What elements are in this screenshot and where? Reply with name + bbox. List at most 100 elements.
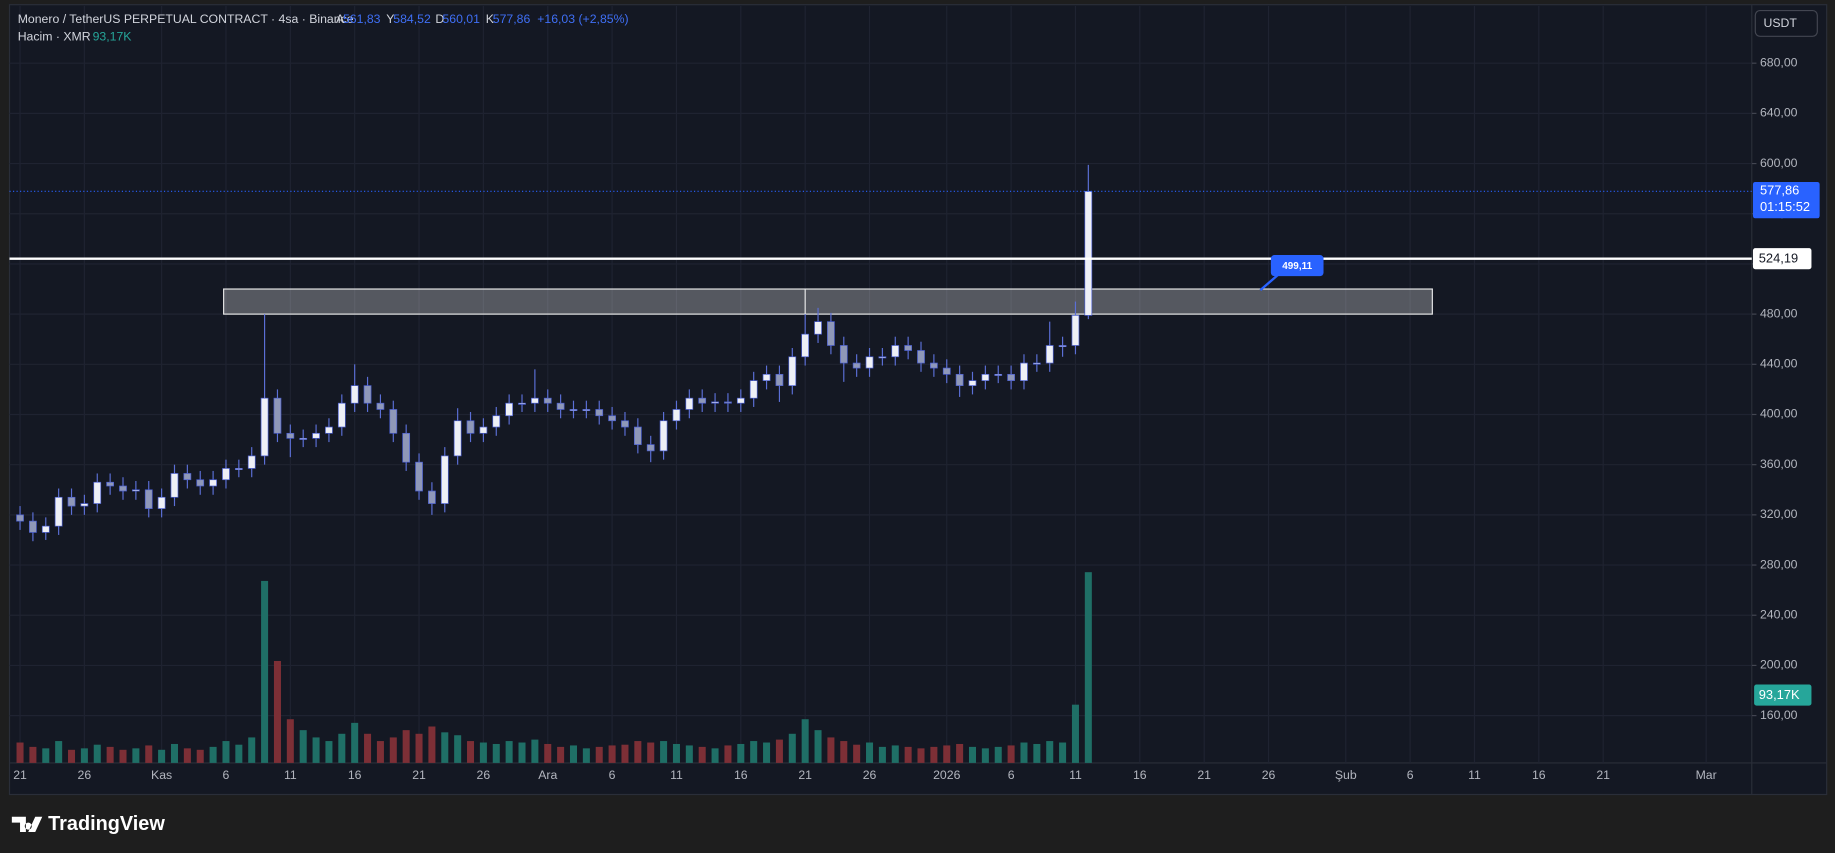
candle-body [453, 420, 462, 457]
volume-bar [1046, 741, 1054, 763]
x-tick-label: 11 [1468, 768, 1481, 782]
volume-bar [660, 741, 668, 763]
candle-body [183, 473, 192, 481]
volume-bar [685, 745, 693, 763]
candle-body [1084, 190, 1093, 316]
y-tick-label: 200,00 [1760, 658, 1798, 672]
x-tick-label: 6 [1407, 768, 1414, 782]
volume-title: Hacim · XMR [18, 30, 91, 44]
volume-bar [788, 733, 796, 763]
volume-bar [698, 746, 706, 763]
volume-bar [878, 746, 886, 763]
brand-name: TradingView [48, 813, 165, 835]
candle-body [955, 373, 964, 386]
volume-bar [544, 743, 552, 763]
volume-bar [981, 748, 989, 763]
volume-bar [711, 748, 719, 763]
x-tick-label: Mar [1696, 768, 1717, 782]
volume-bar [608, 745, 616, 763]
candle-body [608, 415, 616, 422]
zone-layer [223, 288, 1433, 315]
x-tick-label: 26 [1262, 768, 1276, 782]
volume-bar [801, 719, 809, 763]
candle-body [16, 514, 24, 522]
candle-body [67, 496, 76, 507]
volume-bar [1020, 742, 1028, 763]
candle-body [736, 397, 745, 404]
ohlc-value: 560,01 [442, 12, 480, 26]
x-tick-label: 21 [798, 768, 812, 782]
x-tick-label: Şub [1335, 768, 1357, 782]
callout-label: 499,11 [1282, 261, 1312, 272]
x-tick-label: 11 [284, 768, 297, 782]
volume-bar [209, 746, 217, 763]
candle-body [865, 356, 874, 369]
candle-body [350, 385, 359, 404]
volume-bar [376, 741, 384, 763]
volume-bar [286, 719, 294, 763]
volume-bar [1059, 742, 1067, 763]
x-tick-label: 21 [1596, 768, 1610, 782]
x-tick-label: 26 [477, 768, 491, 782]
x-tick-label: Ara [538, 768, 557, 782]
candle-body [41, 525, 50, 533]
candle-body [157, 496, 166, 509]
currency-box[interactable] [1754, 9, 1818, 37]
candle-body [234, 468, 243, 470]
candle-body [775, 373, 784, 386]
volume-bar [428, 726, 436, 763]
volume-bar [248, 737, 256, 763]
x-tick-label: 26 [78, 768, 92, 782]
candle-body [415, 461, 423, 492]
volume-bar [441, 732, 449, 763]
candle-body [132, 489, 140, 492]
volume-bar [235, 744, 243, 763]
ohlc-name: K [486, 12, 495, 26]
candle-body [917, 350, 925, 364]
currency-button[interactable]: USDT [1754, 9, 1818, 37]
volume-bar [68, 749, 76, 763]
volume-bar [775, 739, 783, 763]
candle-body [479, 426, 488, 434]
volume-bar [647, 742, 655, 763]
candle-body [170, 473, 179, 498]
hline-box [1752, 248, 1812, 270]
candle-body [325, 426, 333, 434]
candle-body [968, 380, 977, 386]
candle-body [247, 455, 256, 469]
volume-bar [943, 745, 951, 763]
symbol-title: Monero / TetherUS PERPETUAL CONTRACT · 4… [18, 12, 354, 26]
volume-bar [956, 743, 964, 763]
volume-bar [505, 741, 513, 763]
volume-bar [312, 737, 320, 763]
ohlc-value: 561,83 [343, 12, 381, 26]
volume-value-label: 93,17K [1759, 687, 1800, 702]
footer: TradingView [11, 813, 165, 835]
volume-bar [132, 748, 140, 763]
volume-bar [415, 733, 423, 763]
volume-bar [582, 748, 590, 763]
countdown: 01:15:52 [1760, 199, 1810, 214]
overlay-layer: 160,00 200,00 240,00 280,00 320,00 360,00 400,… [9, 55, 1820, 782]
volume-bar [1033, 743, 1041, 763]
volume-bar [29, 746, 37, 763]
ohlc-value: 577,86 [493, 12, 531, 26]
x-tick-label: 6 [609, 768, 616, 782]
y-tick-label: 600,00 [1760, 156, 1798, 170]
y-tick-label: 160,00 [1760, 708, 1798, 722]
y-tick-label: 280,00 [1760, 557, 1798, 571]
volume-value-box [1754, 684, 1812, 706]
volume-bar [16, 742, 24, 763]
volume-bar [724, 745, 732, 763]
volume-bar [595, 746, 603, 763]
volume-bar [106, 746, 114, 763]
volume-bar [621, 744, 629, 763]
candle-body [543, 397, 552, 404]
currency-label[interactable]: USDT [1763, 16, 1797, 30]
candle-body [762, 373, 771, 381]
volume-bar [454, 735, 462, 763]
candle-body [556, 402, 565, 410]
candle-body [994, 373, 1003, 376]
change: +16,03 (+2,85%) [537, 12, 628, 26]
